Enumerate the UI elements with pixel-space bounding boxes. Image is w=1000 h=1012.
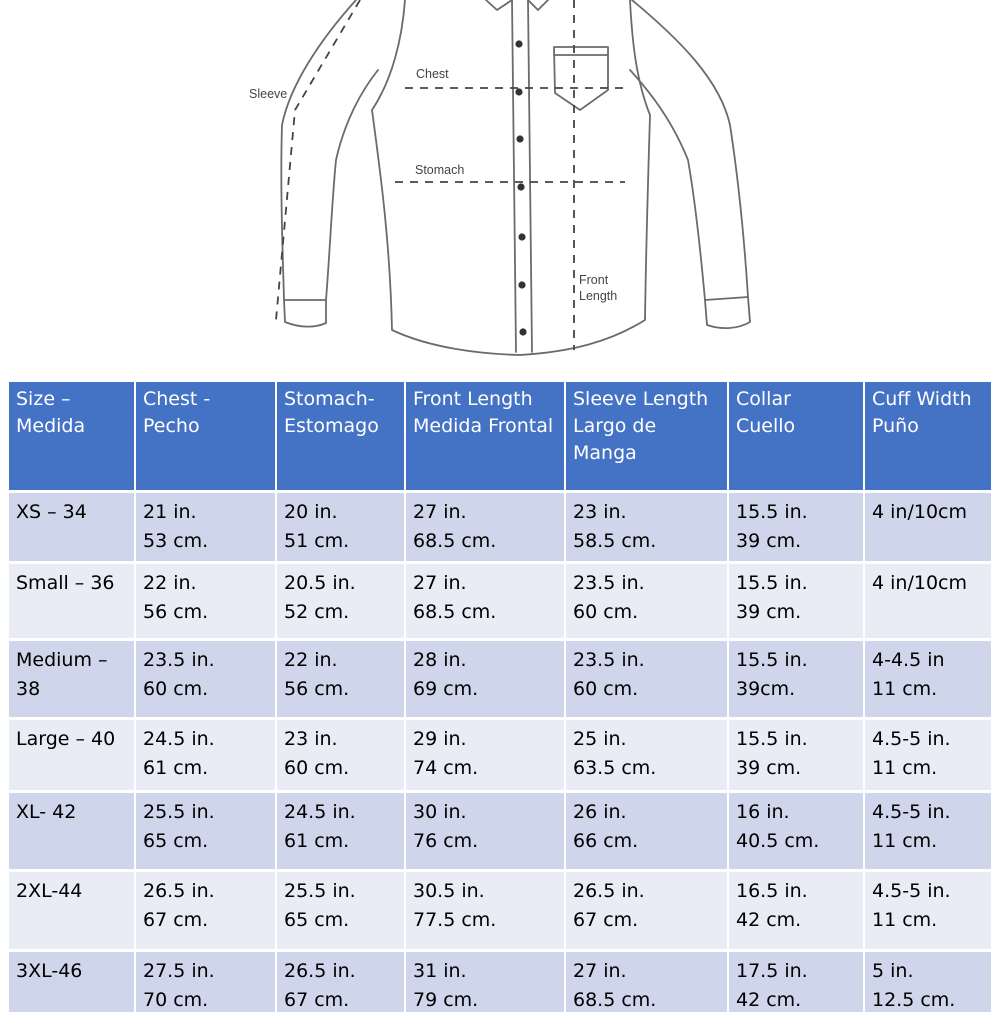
- front-length-cell: 31 in.79 cm.: [405, 951, 565, 1012]
- size-chart-table-container: Size – Medida Chest - Pecho Stomach- Est…: [9, 382, 991, 1012]
- cuff-width-cell: 5 in.12.5 cm.: [864, 951, 991, 1012]
- size-chart-table: Size – Medida Chest - Pecho Stomach- Est…: [9, 382, 991, 1012]
- stomach-cell: 22 in.56 cm.: [276, 640, 405, 719]
- collar-cell: 15.5 in.39 cm.: [728, 563, 864, 640]
- chest-cell: 26.5 in.67 cm.: [135, 871, 276, 951]
- size-cell: XL- 42: [9, 792, 135, 871]
- front-length-label-line2: Length: [579, 289, 617, 303]
- size-cell: Medium – 38: [9, 640, 135, 719]
- cuff-width-cell: 4.5-5 in.11 cm.: [864, 792, 991, 871]
- front-length-cell: 28 in.69 cm.: [405, 640, 565, 719]
- front-length-cell: 27 in.68.5 cm.: [405, 563, 565, 640]
- stomach-label: Stomach: [415, 163, 464, 177]
- size-cell: 3XL-46: [9, 951, 135, 1012]
- size-cell: Small – 36: [9, 563, 135, 640]
- header-size: Size – Medida: [9, 382, 135, 492]
- chest-cell: 24.5 in.61 cm.: [135, 719, 276, 792]
- header-sleeve-length: Sleeve Length Largo de Manga: [565, 382, 728, 492]
- header-front-length: Front Length Medida Frontal: [405, 382, 565, 492]
- chest-label: Chest: [416, 67, 449, 81]
- sleeve-length-cell: 26 in.66 cm.: [565, 792, 728, 871]
- table-row: 2XL-44 26.5 in.67 cm. 25.5 in.65 cm. 30.…: [9, 871, 991, 951]
- collar-cell: 15.5 in.39cm.: [728, 640, 864, 719]
- front-length-cell: 29 in.74 cm.: [405, 719, 565, 792]
- collar-cell: 16 in.40.5 cm.: [728, 792, 864, 871]
- stomach-cell: 23 in.60 cm.: [276, 719, 405, 792]
- front-length-cell: 30 in.76 cm.: [405, 792, 565, 871]
- size-cell: Large – 40: [9, 719, 135, 792]
- cuff-width-cell: 4.5-5 in.11 cm.: [864, 871, 991, 951]
- stomach-cell: 20.5 in.52 cm.: [276, 563, 405, 640]
- collar-cell: 15.5 in.39 cm.: [728, 492, 864, 563]
- shirt-measurement-diagram: Sleeve Chest Stomach Front Length: [0, 0, 1000, 380]
- front-length-label-line1: Front: [579, 273, 609, 287]
- sleeve-length-cell: 23.5 in.60 cm.: [565, 640, 728, 719]
- header-cuff-width: Cuff Width Puño: [864, 382, 991, 492]
- table-row: Medium – 38 23.5 in.60 cm. 22 in.56 cm. …: [9, 640, 991, 719]
- cuff-width-cell: 4.5-5 in.11 cm.: [864, 719, 991, 792]
- table-header-row: Size – Medida Chest - Pecho Stomach- Est…: [9, 382, 991, 492]
- cuff-width-cell: 4 in/10cm: [864, 563, 991, 640]
- sleeve-length-cell: 26.5 in.67 cm.: [565, 871, 728, 951]
- table-row: 3XL-46 27.5 in.70 cm. 26.5 in.67 cm. 31 …: [9, 951, 991, 1012]
- sleeve-length-cell: 23.5 in.60 cm.: [565, 563, 728, 640]
- collar-cell: 16.5 in.42 cm.: [728, 871, 864, 951]
- cuff-width-cell: 4 in/10cm: [864, 492, 991, 563]
- chest-cell: 21 in.53 cm.: [135, 492, 276, 563]
- sleeve-length-cell: 25 in.63.5 cm.: [565, 719, 728, 792]
- shirt-outline: [281, 0, 750, 355]
- header-stomach: Stomach- Estomago: [276, 382, 405, 492]
- stomach-cell: 25.5 in.65 cm.: [276, 871, 405, 951]
- stomach-cell: 26.5 in.67 cm.: [276, 951, 405, 1012]
- sleeve-length-cell: 23 in.58.5 cm.: [565, 492, 728, 563]
- chest-cell: 22 in.56 cm.: [135, 563, 276, 640]
- collar-cell: 17.5 in. 42 cm.: [728, 951, 864, 1012]
- sleeve-length-cell: 27 in.68.5 cm.: [565, 951, 728, 1012]
- stomach-cell: 24.5 in.61 cm.: [276, 792, 405, 871]
- front-length-cell: 30.5 in.77.5 cm.: [405, 871, 565, 951]
- sleeve-label: Sleeve: [249, 87, 287, 101]
- stomach-cell: 20 in.51 cm.: [276, 492, 405, 563]
- header-chest: Chest - Pecho: [135, 382, 276, 492]
- chest-cell: 27.5 in.70 cm.: [135, 951, 276, 1012]
- table-row: XL- 42 25.5 in.65 cm. 24.5 in.61 cm. 30 …: [9, 792, 991, 871]
- front-length-cell: 27 in.68.5 cm.: [405, 492, 565, 563]
- shirt-buttons: [515, 40, 526, 335]
- collar-cell: 15.5 in.39 cm.: [728, 719, 864, 792]
- table-row: XS – 34 21 in.53 cm. 20 in.51 cm. 27 in.…: [9, 492, 991, 563]
- size-cell: 2XL-44: [9, 871, 135, 951]
- size-cell: XS – 34: [9, 492, 135, 563]
- table-row: Large – 40 24.5 in.61 cm. 23 in.60 cm. 2…: [9, 719, 991, 792]
- chest-cell: 23.5 in.60 cm.: [135, 640, 276, 719]
- chest-cell: 25.5 in.65 cm.: [135, 792, 276, 871]
- table-row: Small – 36 22 in.56 cm. 20.5 in.52 cm. 2…: [9, 563, 991, 640]
- header-collar: Collar Cuello: [728, 382, 864, 492]
